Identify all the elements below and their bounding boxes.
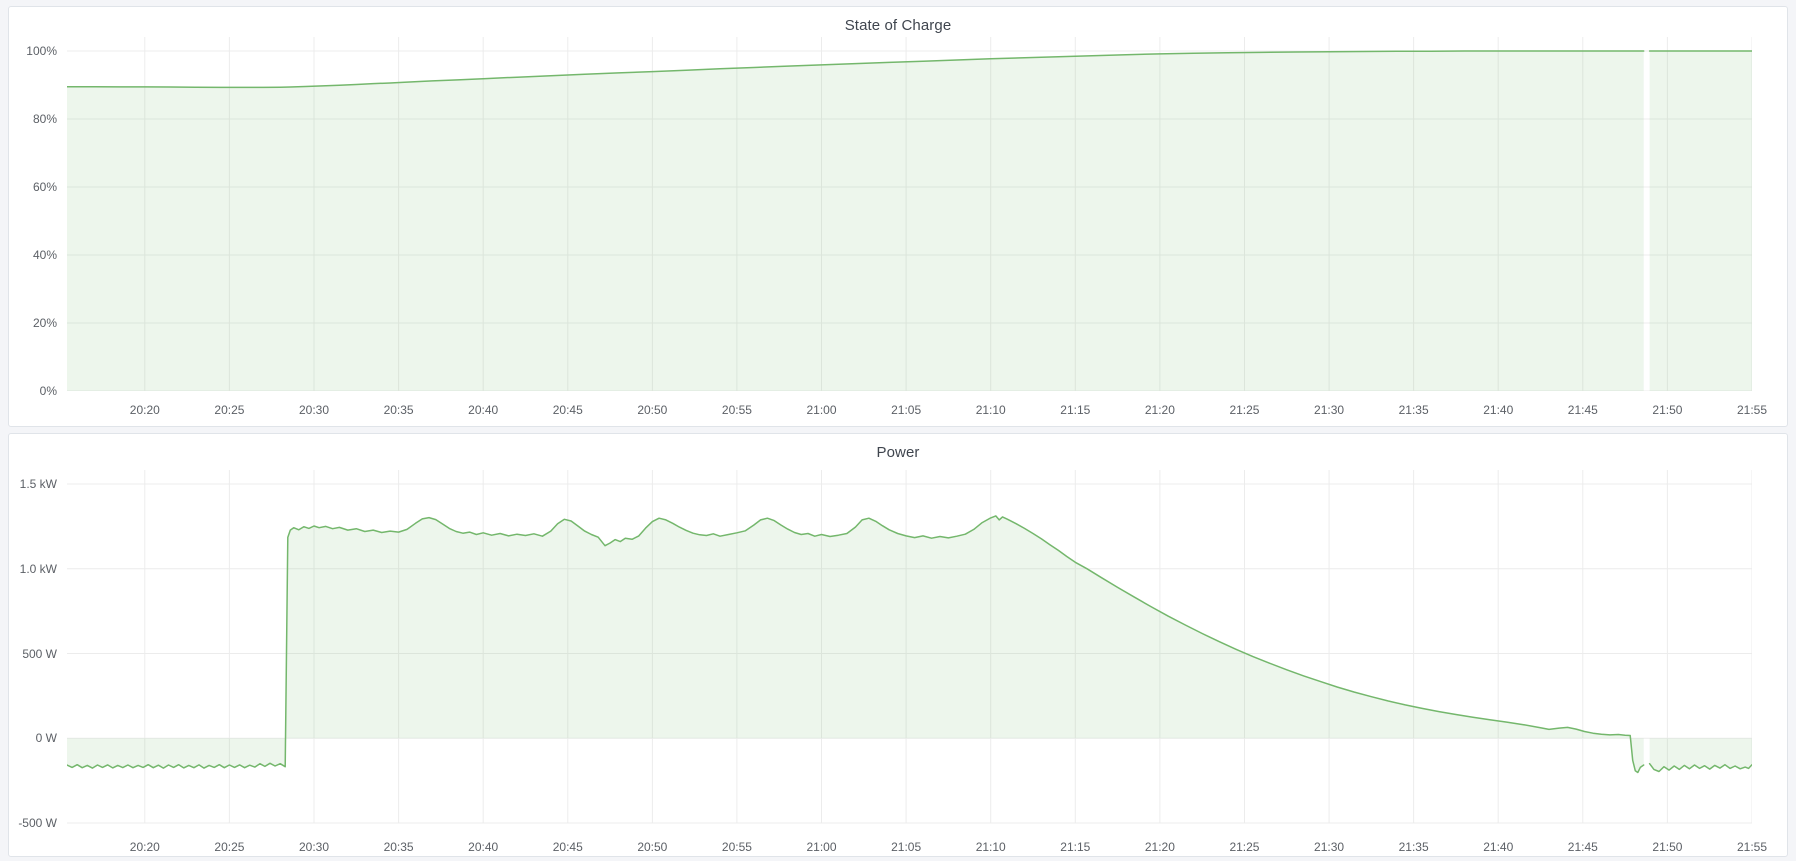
x-tick-label: 20:55 (721, 840, 752, 854)
y-tick-label: 0 W (35, 731, 57, 746)
x-tick-label: 20:25 (214, 403, 245, 417)
x-tick-label: 20:50 (637, 840, 668, 854)
y-tick-label: -500 W (18, 816, 57, 830)
y-tick-label: 60% (32, 180, 57, 194)
x-tick-label: 20:25 (214, 840, 245, 854)
panel-power: Power 20:20 20:25 20:30 20:35 20:40 20:45 20:5… (8, 433, 1788, 857)
series-line (67, 50, 1645, 89)
x-tick-label: 20:40 (468, 840, 499, 854)
y-tick-label: 80% (32, 112, 57, 126)
y-tick-label: 0% (39, 384, 57, 398)
x-tick-label: 20:50 (637, 403, 668, 417)
x-tick-label: 21:30 (1314, 840, 1345, 854)
y-tick-label: 100% (26, 44, 57, 58)
x-tick-label: 21:00 (806, 840, 837, 854)
x-tick-label: 21:55 (1736, 840, 1768, 854)
x-tick-label: 21:50 (1652, 403, 1683, 417)
x-tick-label: 21:00 (806, 403, 837, 417)
x-tick-label: 21:40 (1483, 403, 1514, 417)
x-tick-label: 21:25 (1229, 840, 1260, 854)
x-tick-label: 20:35 (383, 403, 414, 417)
x-tick-label: 20:40 (468, 403, 499, 417)
panel-title-state-of-charge[interactable]: State of Charge (844, 17, 952, 34)
x-tick-label: 21:20 (1144, 840, 1175, 854)
x-tick-label: 21:45 (1567, 403, 1598, 417)
x-tick-label: 21:05 (891, 403, 922, 417)
series-area-fill (1649, 51, 1752, 391)
x-tick-label: 21:10 (975, 403, 1006, 417)
x-tick-label: 20:20 (129, 840, 160, 854)
y-tick-label: 1.0 kW (19, 561, 57, 576)
x-tick-label: 20:30 (298, 840, 329, 854)
x-tick-label: 21:35 (1398, 840, 1429, 854)
series-line (67, 515, 1645, 774)
x-tick-label: 21:15 (1060, 840, 1091, 854)
x-tick-label: 21:05 (891, 840, 922, 854)
x-tick-label: 21:45 (1567, 840, 1598, 854)
x-tick-label: 21:30 (1314, 403, 1345, 417)
x-tick-label: 20:55 (721, 403, 752, 417)
x-tick-label: 21:55 (1736, 403, 1768, 417)
power-plot[interactable] (67, 470, 1752, 830)
x-tick-label: 21:35 (1398, 403, 1429, 417)
x-tick-label: 20:35 (383, 840, 414, 854)
x-tick-label: 21:20 (1144, 403, 1175, 417)
x-tick-label: 20:45 (552, 403, 583, 417)
x-tick-label: 21:15 (1060, 403, 1091, 417)
x-tick-label: 21:25 (1229, 403, 1260, 417)
panel-title-power[interactable]: Power (876, 444, 920, 461)
x-tick-label: 20:20 (129, 403, 160, 417)
x-tick-label: 21:40 (1483, 840, 1514, 854)
panel-state-of-charge: State of Charge 20:20 20:25 20:30 20:35 20:4… (8, 6, 1788, 427)
y-tick-label: 40% (32, 248, 57, 262)
x-tick-label: 20:45 (552, 840, 583, 854)
y-tick-label: 20% (32, 316, 57, 330)
y-tick-label: 1.5 kW (19, 477, 57, 491)
series-area-fill (67, 515, 1644, 773)
series-area-fill (67, 51, 1644, 391)
series-line (1648, 762, 1752, 773)
series-area-fill (1649, 738, 1752, 772)
x-tick-label: 21:50 (1652, 840, 1683, 854)
x-tick-label: 21:10 (975, 840, 1006, 854)
x-tick-label: 20:30 (298, 403, 329, 417)
state-of-charge-plot[interactable] (67, 37, 1752, 391)
y-tick-label: 500 W (22, 646, 57, 661)
